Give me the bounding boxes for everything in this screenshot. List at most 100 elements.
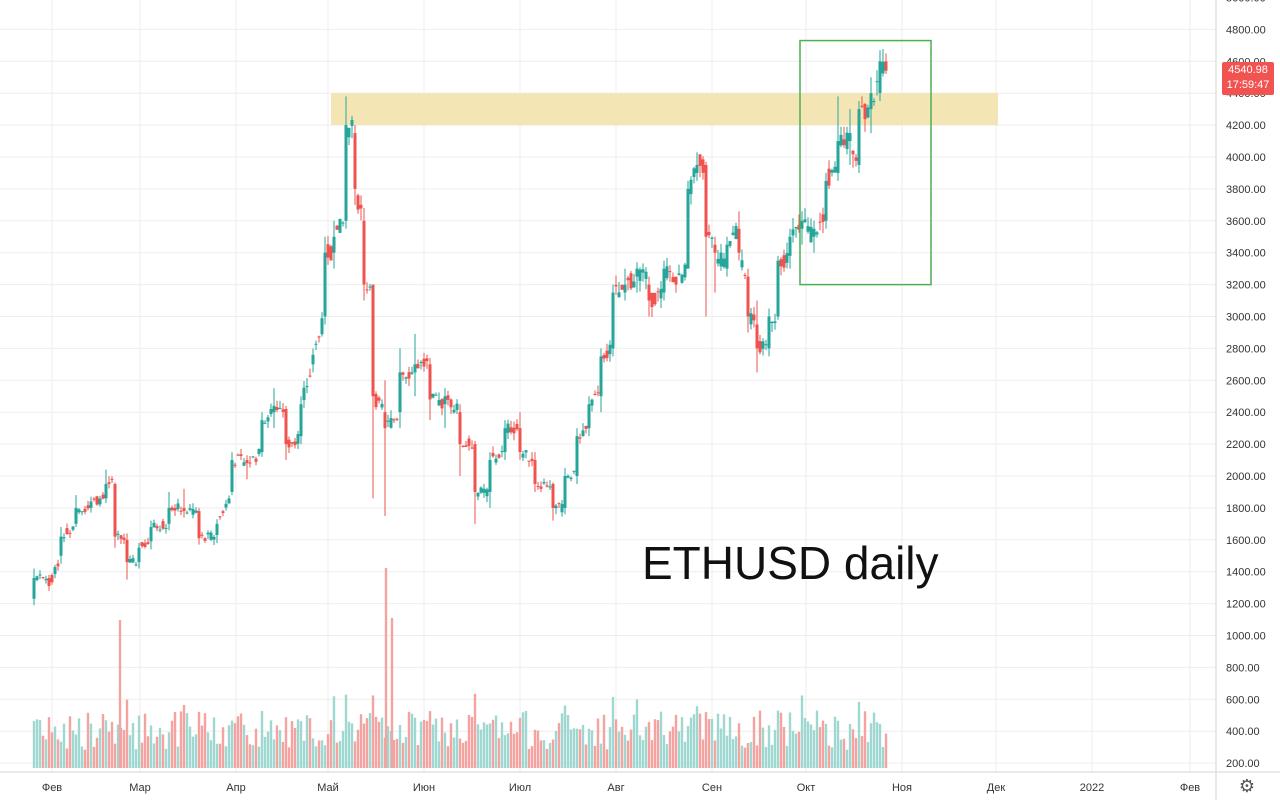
candle-body	[155, 526, 159, 529]
candle-body	[827, 168, 831, 186]
candle-body	[785, 253, 789, 263]
candle-body	[767, 316, 771, 349]
candle-body	[698, 154, 702, 166]
volume-bar	[101, 714, 105, 768]
volume-bar	[419, 721, 423, 768]
settings-icon[interactable]: ⚙	[1238, 776, 1256, 797]
candle-body	[443, 396, 447, 405]
volume-bar	[86, 712, 90, 768]
candle-body	[356, 195, 360, 210]
volume-bar	[515, 732, 519, 768]
candle-body	[413, 364, 417, 373]
candle-body	[62, 537, 66, 539]
candle-body	[596, 392, 600, 394]
candle-body	[545, 485, 549, 487]
volume-bar	[497, 738, 501, 768]
candle-body	[227, 498, 231, 504]
candle-body	[107, 482, 111, 484]
candle-body	[527, 460, 531, 462]
volume-bar	[536, 730, 540, 768]
volume-bar	[131, 722, 135, 768]
volume-bar	[869, 723, 873, 768]
volume-bar	[872, 712, 876, 768]
candle-body	[110, 478, 114, 480]
volume-bar	[875, 722, 879, 768]
volume-bar	[32, 721, 36, 768]
volume-bar	[38, 720, 42, 768]
volume-bar	[458, 738, 462, 768]
candle-body	[542, 482, 546, 484]
candle-countdown: 17:59:47	[1226, 79, 1270, 91]
candle-body	[467, 438, 471, 446]
volume-bar	[695, 706, 699, 768]
candle-body	[722, 258, 726, 268]
volume-bar	[560, 713, 564, 768]
volume-bar	[785, 745, 789, 768]
volume-bar	[794, 733, 798, 768]
volume-bar	[266, 731, 270, 768]
candle-body	[470, 447, 474, 449]
candle-body	[89, 501, 93, 508]
volume-bar	[365, 718, 369, 768]
candle-body	[293, 441, 297, 446]
volume-bar	[683, 741, 687, 768]
y-tick-label: 1800.00	[1226, 503, 1266, 515]
candle-body	[176, 503, 180, 510]
candle-body	[797, 224, 801, 230]
candle-body	[161, 521, 165, 529]
volume-bar	[272, 739, 276, 768]
candle-body	[515, 423, 519, 430]
y-tick-label: 4000.00	[1226, 152, 1266, 164]
candle-body	[149, 527, 153, 542]
volume-bar	[632, 714, 636, 768]
candle-body	[713, 244, 717, 253]
volume-bar	[815, 710, 819, 768]
candle-body	[95, 496, 99, 505]
volume-bar	[725, 735, 729, 768]
volume-bar	[884, 733, 888, 768]
volume-bar	[311, 738, 315, 768]
candle-body	[365, 289, 369, 291]
x-tick-label: Ноя	[892, 782, 912, 794]
candle-body	[593, 393, 597, 396]
volume-bar	[662, 735, 666, 768]
volume-bar	[566, 715, 570, 768]
volume-bar	[626, 740, 630, 768]
candle-body	[194, 510, 198, 513]
volume-bar	[830, 747, 834, 768]
candle-body	[320, 318, 324, 335]
candle-body	[74, 507, 78, 524]
candle-body	[701, 159, 705, 173]
candle-body	[761, 341, 765, 349]
volume-bar	[152, 743, 156, 768]
candle-body	[98, 498, 102, 505]
volume-bar	[143, 713, 147, 768]
volume-bar	[527, 749, 531, 768]
candle-body	[86, 505, 90, 509]
volume-bar	[173, 712, 177, 768]
candle-body	[536, 485, 540, 487]
candle-body	[410, 372, 414, 374]
volume-bar	[215, 743, 219, 768]
candle-body	[635, 268, 639, 277]
candle-body	[260, 420, 264, 453]
volume-bar	[584, 744, 588, 768]
candle-body	[158, 529, 162, 531]
volume-bar	[344, 694, 348, 768]
y-tick-label: 2600.00	[1226, 375, 1266, 387]
candle-body	[839, 134, 843, 146]
volume-bar	[434, 718, 438, 768]
candle-body	[620, 285, 624, 290]
candle-body	[884, 61, 888, 71]
volume-bar	[860, 736, 864, 768]
volume-bar	[161, 734, 165, 768]
candle-body	[668, 271, 672, 273]
volume-bar	[713, 740, 717, 768]
volume-bar	[644, 726, 648, 768]
volume-bar	[407, 711, 411, 768]
candle-body	[824, 180, 828, 221]
candle-body	[170, 507, 174, 511]
candle-body	[434, 394, 438, 396]
